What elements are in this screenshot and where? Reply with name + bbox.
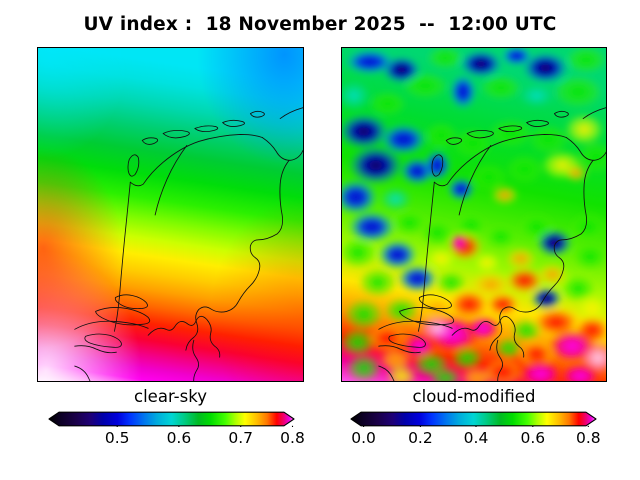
tick-label: 0.6 [520,429,546,447]
panel-label-clear-sky: clear-sky [134,387,207,406]
tick-label: 0.0 [351,429,376,447]
tick-label: 0.8 [575,429,601,447]
cloud-modified-coastline-overlay [378,107,606,381]
tick-label: 0.5 [104,429,130,447]
panel-label-cloud-modified: cloud-modified [412,387,536,406]
panel-clear-sky [37,47,304,382]
tick-label: 0.7 [228,429,254,447]
clear-sky-coastline-overlay [74,107,303,381]
tick-label: 0.6 [166,429,192,447]
colorbar-clear-sky-ticklabels: 0.5 0.6 0.7 0.8 [48,429,305,451]
colorbar-cloud-modified [350,411,597,427]
page-title: UV index : 18 November 2025 -- 12:00 UTC [83,14,557,35]
colorbar-cloud-modified-ticklabels: 0.0 0.2 0.4 0.6 0.8 [350,429,600,451]
cloud-modified-field [342,48,606,381]
colorbar-cloud-modified-gradient [350,411,597,427]
tick-label: 0.8 [280,429,305,447]
colorbar-clear-sky-gradient [48,411,295,427]
tick-label: 0.2 [408,429,433,447]
colorbar-clear-sky [48,411,295,427]
tick-label: 0.4 [463,429,489,447]
panel-cloud-modified [341,47,607,382]
